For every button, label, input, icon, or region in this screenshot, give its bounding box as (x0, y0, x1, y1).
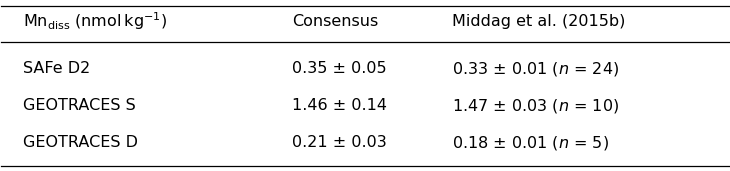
Text: 1.47 ± 0.03 ($n$ = 10): 1.47 ± 0.03 ($n$ = 10) (453, 97, 619, 115)
Text: GEOTRACES D: GEOTRACES D (23, 135, 138, 150)
Text: 0.35 ± 0.05: 0.35 ± 0.05 (292, 61, 387, 76)
Text: 0.18 ± 0.01 ($n$ = 5): 0.18 ± 0.01 ($n$ = 5) (453, 134, 610, 152)
Text: GEOTRACES S: GEOTRACES S (23, 98, 136, 113)
Text: 1.46 ± 0.14: 1.46 ± 0.14 (292, 98, 388, 113)
Text: Consensus: Consensus (292, 14, 379, 29)
Text: Middag et al. (2015b): Middag et al. (2015b) (453, 14, 626, 29)
Text: 0.33 ± 0.01 ($n$ = 24): 0.33 ± 0.01 ($n$ = 24) (453, 60, 619, 78)
Text: 0.21 ± 0.03: 0.21 ± 0.03 (292, 135, 387, 150)
Text: SAFe D2: SAFe D2 (23, 61, 91, 76)
Text: Mn$_{\mathrm{diss}}$ (nmol kg$^{-1}$): Mn$_{\mathrm{diss}}$ (nmol kg$^{-1}$) (23, 11, 168, 32)
